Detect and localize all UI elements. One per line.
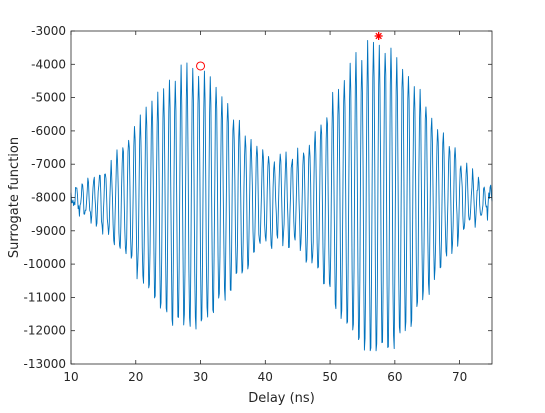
asterisk-marker: [374, 31, 383, 40]
series-line-0: [70, 40, 493, 352]
y-axis-label: Surrogate function: [7, 137, 22, 258]
series-layer: [70, 40, 493, 352]
marker-layer: [196, 31, 383, 71]
y-tick-label: -4000: [31, 57, 66, 71]
x-tick-label: 40: [258, 370, 273, 384]
y-tick-label: -13000: [23, 357, 66, 371]
y-axis: -3000 -4000 -5000 -6000 -7000 -8000 -9000 -1000…: [23, 24, 492, 371]
x-tick-label: 70: [452, 370, 467, 384]
x-axis-label: Delay (ns): [248, 391, 315, 406]
y-tick-label: -6000: [31, 124, 66, 138]
x-axis: 10 20 30 40 50 60 70: [63, 31, 467, 384]
y-tick-label: -10000: [23, 257, 66, 271]
y-tick-label: -5000: [31, 91, 66, 105]
y-tick-label: -9000: [31, 224, 66, 238]
y-tick-label: -11000: [23, 290, 66, 304]
x-tick-label: 30: [193, 370, 208, 384]
plot-area: [70, 30, 493, 365]
circle-marker: [196, 61, 206, 71]
x-tick-label: 10: [63, 370, 78, 384]
x-tick-label: 20: [128, 370, 143, 384]
x-tick-label: 50: [322, 370, 337, 384]
y-tick-label: -8000: [31, 191, 66, 205]
y-tick-label: -3000: [31, 24, 66, 38]
x-tick-label: 60: [387, 370, 402, 384]
y-tick-label: -7000: [31, 157, 66, 171]
y-tick-label: -12000: [23, 324, 66, 338]
